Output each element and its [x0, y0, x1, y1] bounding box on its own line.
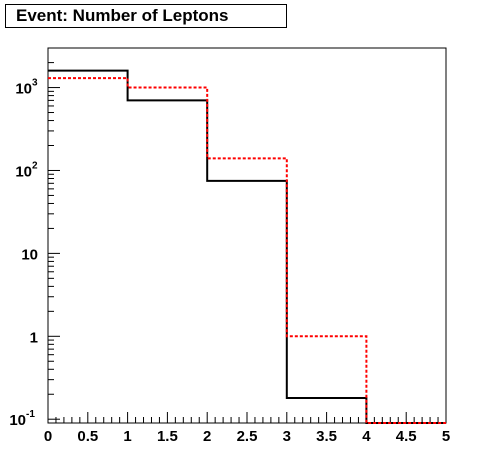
series-black-histogram: [48, 69, 446, 424]
x-tick-label: 1: [123, 428, 131, 445]
y-tick-label: 1: [30, 329, 38, 346]
x-tick-label: 4: [362, 428, 371, 445]
y-tick-label: 10 -1: [9, 409, 35, 429]
x-tick-label: 0: [44, 428, 52, 445]
x-tick-label: 2: [203, 428, 211, 445]
y-tick-label-exponent: -1: [26, 409, 35, 420]
y-tick-label-base: 10: [15, 81, 32, 98]
y-tick-label: 10: [21, 246, 38, 263]
chart-title: Event: Number of Leptons: [5, 4, 287, 28]
y-tick-label-base: 10: [9, 412, 26, 429]
series-layer: [48, 69, 446, 424]
x-tick-label: 0.5: [77, 428, 98, 445]
y-tick-label-base: 10: [15, 163, 32, 180]
x-tick-label: 2.5: [237, 428, 258, 445]
y-tick-label: 10 3: [15, 78, 38, 98]
y-tick-label-exponent: 2: [32, 160, 38, 171]
x-tick-label: 3: [283, 428, 291, 445]
series-red-dashed-histogram: [48, 77, 446, 424]
x-tick-label: 5: [442, 428, 450, 445]
y-tick-label-base: 1: [30, 329, 38, 346]
y-tick-label-exponent: 3: [32, 78, 38, 89]
x-tick-label: 3.5: [316, 428, 337, 445]
x-tick-label: 1.5: [157, 428, 178, 445]
y-tick-label-base: 10: [21, 246, 38, 263]
plot-frame: [47, 47, 447, 424]
axis-ticks: [47, 47, 447, 424]
x-tick-label: 4.5: [396, 428, 417, 445]
y-tick-label: 10 2: [15, 160, 38, 180]
